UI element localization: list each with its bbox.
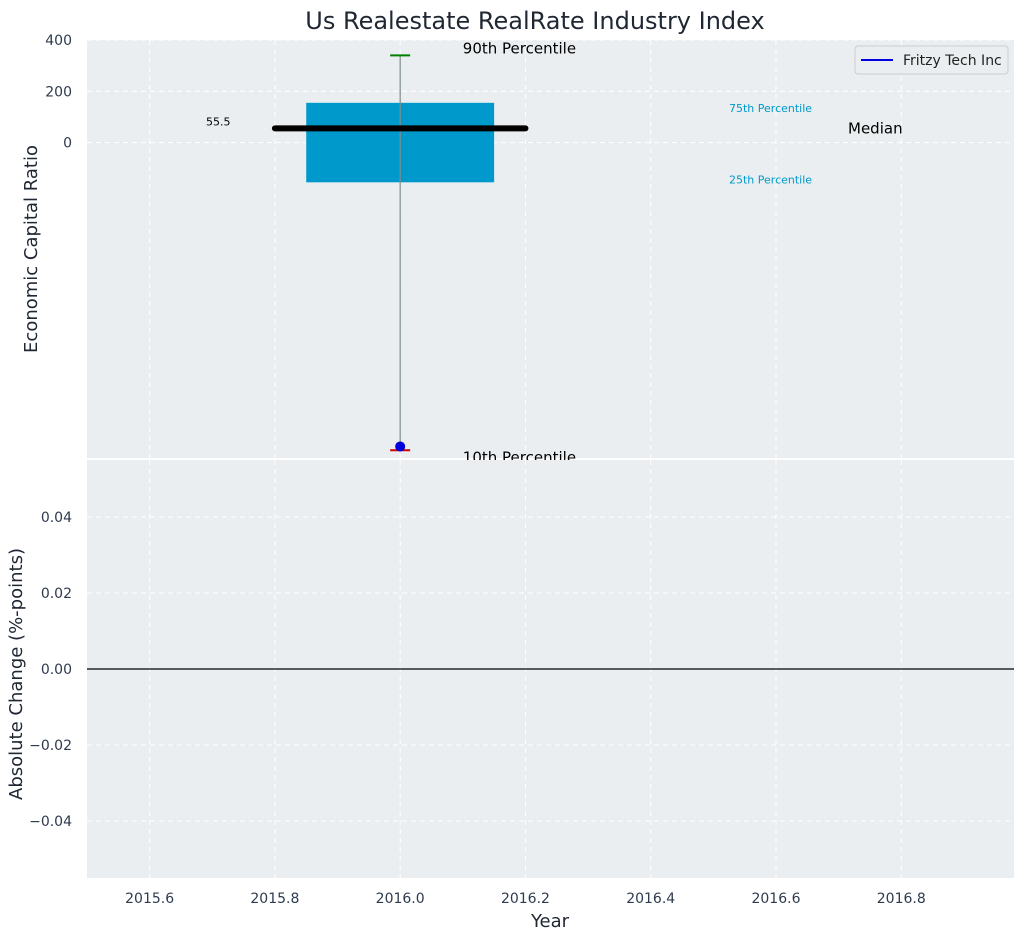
x-tick-label: 2016.8 bbox=[877, 891, 926, 907]
x-tick-label: 2015.6 bbox=[125, 891, 174, 907]
box-plot bbox=[271, 54, 529, 452]
median-value-label: 55.5 bbox=[206, 115, 231, 128]
top-y-tick-label: 400 bbox=[45, 33, 72, 49]
bottom-y-tick-label: 0.00 bbox=[41, 662, 72, 678]
legend: Fritzy Tech Inc bbox=[854, 45, 1009, 75]
chart-title: Us Realestate RealRate Industry Index bbox=[305, 7, 764, 35]
legend-entry-label: Fritzy Tech Inc bbox=[903, 53, 1002, 69]
x-tick-label: 2016.2 bbox=[501, 891, 550, 907]
legend-frame bbox=[854, 45, 1009, 75]
bottom-y-tick-label: −0.04 bbox=[29, 814, 72, 830]
bottom-y-axis-label: Absolute Change (%-points) bbox=[6, 548, 27, 800]
bottom-panel-y-ticks: −0.04 −0.02 0.00 0.02 0.04 bbox=[29, 510, 72, 830]
top-y-tick-label: 0 bbox=[63, 136, 72, 152]
x-tick-label: 2016.4 bbox=[626, 891, 675, 907]
p75-label: 75th Percentile bbox=[729, 102, 812, 115]
top-panel-y-ticks: 0 200 400 bbox=[45, 33, 72, 152]
company-point bbox=[395, 441, 406, 452]
p25-label: 25th Percentile bbox=[729, 173, 812, 186]
x-tick-label: 2016.0 bbox=[376, 891, 425, 907]
x-axis-label: Year bbox=[530, 911, 570, 932]
x-axis-ticks: 2015.6 2015.8 2016.0 2016.2 2016.4 2016.6 2016… bbox=[125, 891, 926, 907]
p90-label: 90th Percentile bbox=[463, 39, 576, 57]
top-y-tick-label: 200 bbox=[45, 84, 72, 100]
top-y-axis-label: Economic Capital Ratio bbox=[21, 145, 42, 353]
bottom-y-tick-label: −0.02 bbox=[29, 738, 72, 754]
x-tick-label: 2015.8 bbox=[250, 891, 299, 907]
x-tick-label: 2016.6 bbox=[751, 891, 800, 907]
top-panel-background bbox=[87, 40, 1014, 458]
bottom-y-tick-label: 0.04 bbox=[41, 510, 72, 526]
bottom-y-tick-label: 0.02 bbox=[41, 586, 72, 602]
median-label: Median bbox=[848, 119, 903, 137]
